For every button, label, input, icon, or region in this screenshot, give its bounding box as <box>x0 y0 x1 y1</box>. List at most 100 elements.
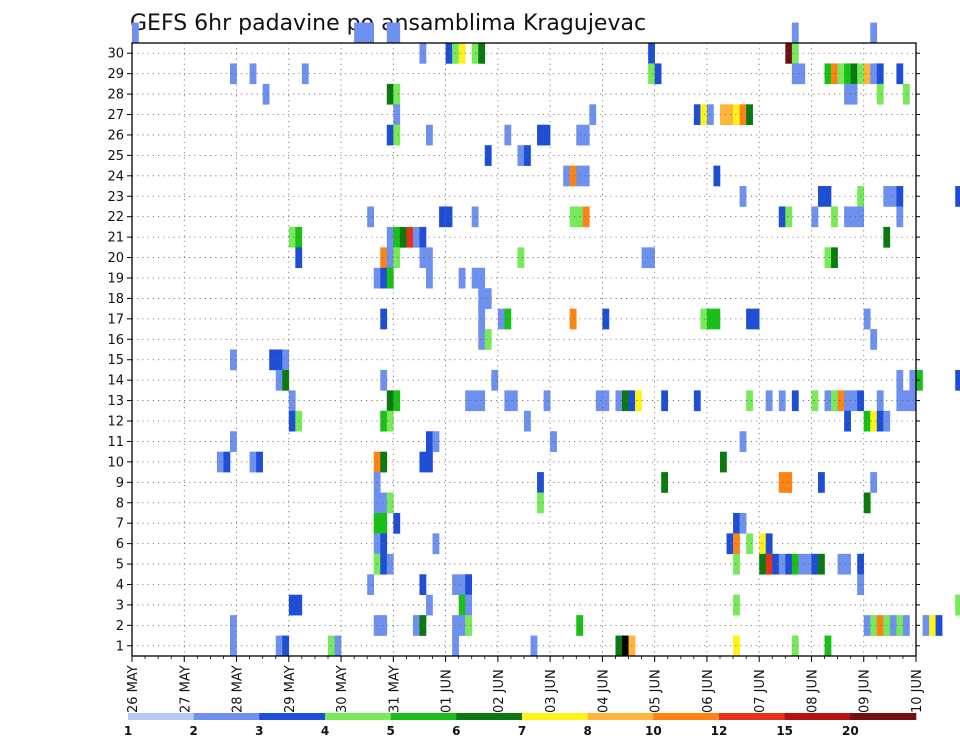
y-tick-label: 19 <box>107 271 124 286</box>
heatmap-cell <box>510 390 518 412</box>
legend-swatch <box>325 713 391 720</box>
legend-swatch <box>193 713 260 720</box>
heatmap-cell <box>746 533 753 555</box>
legend-label: 8 <box>583 724 591 738</box>
heatmap-cell <box>824 63 832 85</box>
y-tick-label: 29 <box>107 67 124 82</box>
heatmap-cell <box>537 492 544 514</box>
heatmap-cell <box>798 63 806 85</box>
heatmap-cell <box>223 451 231 473</box>
heatmap-cell <box>439 206 446 228</box>
heatmap-cell <box>824 390 832 412</box>
heatmap-cell <box>432 431 440 452</box>
heatmap-cell <box>896 186 904 207</box>
heatmap-cell <box>517 247 525 269</box>
y-tick-label: 7 <box>116 517 124 532</box>
heatmap-cell <box>733 512 740 534</box>
x-tick-label: 04 JUN <box>596 669 611 713</box>
heatmap-cell <box>478 390 486 412</box>
y-tick-label: 21 <box>107 231 124 246</box>
heatmap-cell <box>733 594 740 616</box>
heatmap-cell <box>282 635 290 657</box>
y-tick-label: 10 <box>107 455 124 470</box>
heatmap-cell <box>275 369 283 391</box>
heatmap-cell <box>249 63 257 85</box>
heatmap-cell <box>465 615 473 636</box>
heatmap-cell <box>876 390 884 412</box>
heatmap-cell <box>504 390 512 412</box>
legend-swatch <box>784 713 851 720</box>
heatmap-cell <box>818 553 825 575</box>
heatmap-cell <box>791 22 799 44</box>
heatmap-cell <box>380 615 388 636</box>
heatmap-cell <box>393 512 401 534</box>
heatmap-cell <box>955 594 960 616</box>
heatmap-cell <box>844 63 851 85</box>
heatmap-cell <box>837 390 845 412</box>
heatmap-cell <box>354 22 361 44</box>
heatmap-cell <box>230 615 237 636</box>
heatmap-cell <box>458 615 466 636</box>
heatmap-cell <box>393 247 401 269</box>
y-tick-label: 1 <box>116 639 124 654</box>
heatmap-cell <box>844 553 851 575</box>
heatmap-cell <box>785 553 793 575</box>
legend-swatch <box>259 713 326 720</box>
heatmap-cell <box>896 390 904 412</box>
heatmap-cell <box>465 390 473 412</box>
y-tick-label: 23 <box>107 190 124 205</box>
heatmap-cell <box>772 553 780 575</box>
heatmap-cell <box>386 410 394 432</box>
y-tick-label: 20 <box>107 251 124 266</box>
heatmap-cell <box>896 63 904 85</box>
x-tick-label: 06 JUN <box>701 669 716 713</box>
y-tick-label: 24 <box>107 169 124 184</box>
heatmap-cell <box>896 615 904 636</box>
heatmap-cell <box>465 574 473 595</box>
heatmap-cell <box>863 308 871 330</box>
x-tick-label: 26 MAY <box>126 665 141 713</box>
heatmap-cell <box>367 574 375 595</box>
heatmap-cell <box>739 104 747 126</box>
heatmap-cell <box>811 553 819 575</box>
legend-label: 2 <box>189 724 197 738</box>
heatmap-cell <box>419 247 427 269</box>
x-tick-label: 02 JUN <box>492 669 507 713</box>
heatmap-cell <box>844 390 851 412</box>
heatmap-cell <box>386 390 394 412</box>
y-tick-label: 18 <box>107 292 124 307</box>
heatmap-cell <box>484 329 492 350</box>
heatmap-cell <box>863 615 871 636</box>
heatmap-cell <box>746 104 753 126</box>
legend-label: 10 <box>645 724 662 738</box>
heatmap-cell <box>406 226 414 248</box>
heatmap-cell <box>419 226 427 248</box>
heatmap-cell <box>713 308 721 330</box>
y-tick-label: 25 <box>107 149 124 164</box>
heatmap-cells <box>132 22 960 657</box>
heatmap-cell <box>700 308 708 330</box>
heatmap-cell <box>850 83 858 105</box>
heatmap-cell <box>458 594 466 616</box>
y-tick-label: 5 <box>116 558 124 573</box>
legend-swatch <box>128 713 194 720</box>
heatmap-cell <box>412 615 420 636</box>
y-axis-ticks: 1234567891011121314151617181920212223242… <box>107 47 920 654</box>
heatmap-cell <box>445 43 453 64</box>
legend-label: 1 <box>124 724 132 738</box>
heatmap-cell <box>569 206 577 228</box>
heatmap-cell <box>412 226 420 248</box>
legend-swatch <box>522 713 588 720</box>
heatmap-cell <box>863 492 871 514</box>
heatmap-cell <box>863 63 871 85</box>
heatmap-cell <box>720 104 727 126</box>
heatmap-cell <box>759 553 767 575</box>
legend-swatch <box>850 713 917 720</box>
heatmap-cell <box>818 186 825 207</box>
heatmap-cell <box>929 615 936 636</box>
heatmap-cell <box>380 369 388 391</box>
heatmap-cell <box>648 43 655 64</box>
heatmap-cell <box>484 288 492 309</box>
heatmap-cell <box>230 431 237 452</box>
